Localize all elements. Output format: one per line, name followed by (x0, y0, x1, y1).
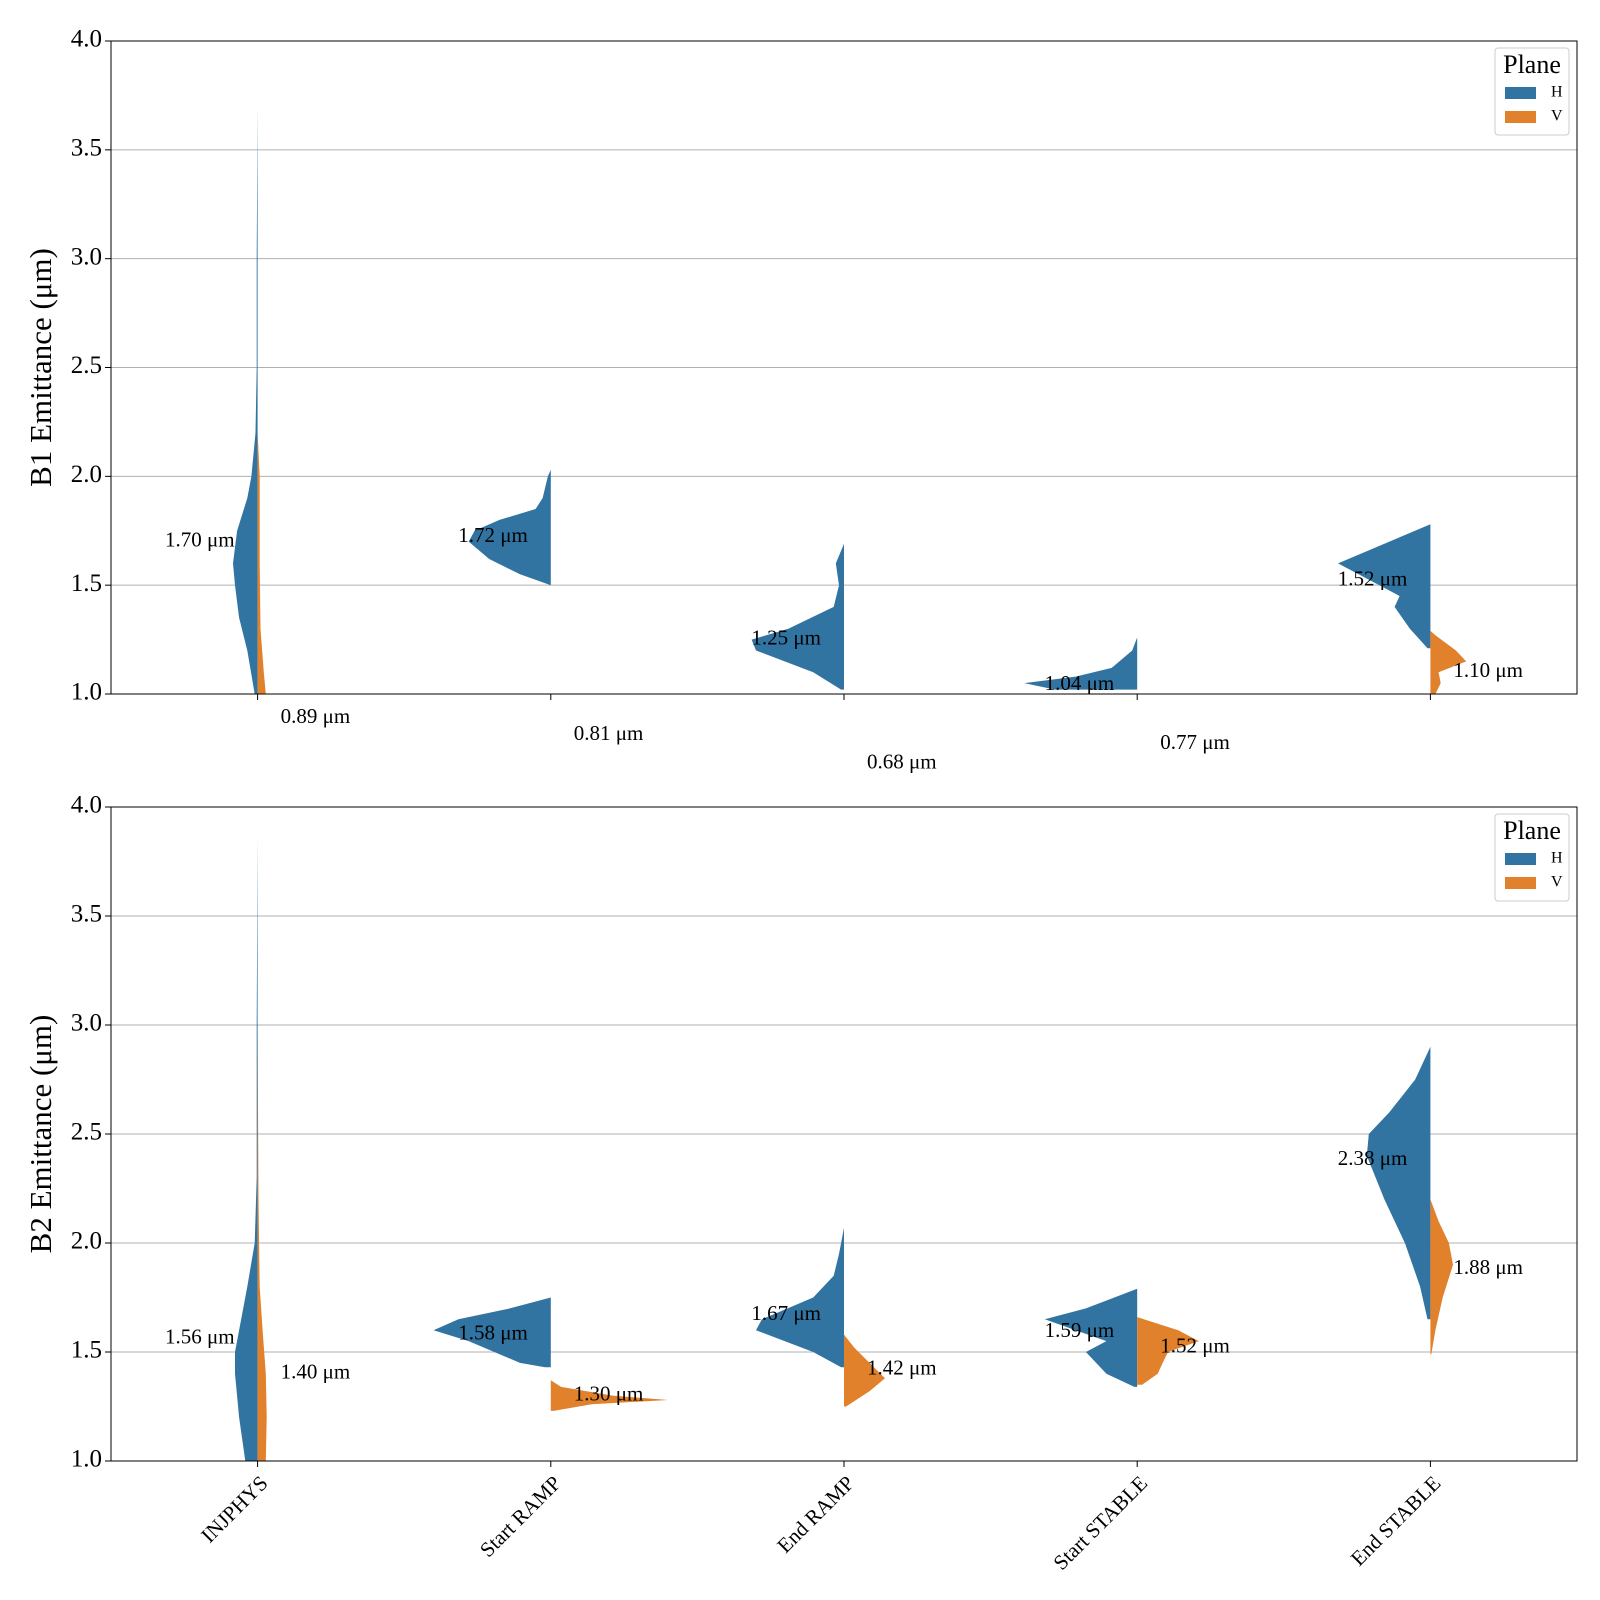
legend-label: H (1551, 84, 1563, 101)
value-label: 1.56 μm (165, 1325, 235, 1349)
legend-title: Plane (1503, 50, 1561, 79)
value-label: 1.10 μm (1453, 658, 1523, 682)
legend-swatch (1505, 111, 1536, 123)
value-label: 1.72 μm (458, 523, 528, 547)
violin (1137, 1317, 1199, 1385)
value-label: 1.88 μm (1453, 1255, 1523, 1279)
violin (1044, 1288, 1138, 1387)
axes-frame (110, 40, 1578, 695)
value-label: 1.40 μm (281, 1360, 351, 1384)
violin (550, 1380, 669, 1411)
y-tick-label: 3.0 (71, 1010, 102, 1037)
value-label: 1.67 μm (751, 1301, 821, 1325)
violin (1430, 630, 1467, 694)
violin (756, 1227, 844, 1368)
y-tick-label: 1.0 (71, 1446, 102, 1473)
value-label: 1.59 μm (1045, 1318, 1115, 1342)
legend-swatch (1505, 853, 1536, 865)
legend-label: V (1551, 108, 1563, 125)
x-tick-label: Start STABLE (1048, 1471, 1152, 1575)
violins (235, 835, 1453, 1461)
value-label: 0.77 μm (1160, 730, 1230, 754)
violin (468, 469, 551, 586)
value-label: 1.70 μm (165, 527, 235, 551)
violin (1430, 1199, 1453, 1355)
legend-swatch (1505, 87, 1536, 99)
violin (433, 1297, 551, 1368)
y-axis-label: B1 Emittance (μm) (23, 248, 58, 487)
violin (257, 1025, 267, 1461)
y-tick-label: 2.5 (71, 352, 102, 379)
value-label: 1.04 μm (1045, 671, 1115, 695)
axes-frame (110, 806, 1578, 1462)
value-label: 1.30 μm (574, 1381, 644, 1405)
value-label: 0.68 μm (867, 749, 937, 773)
y-tick-label: 3.5 (71, 135, 102, 162)
x-tick-label: Start RAMP (475, 1471, 566, 1562)
panel: 1.0 1.5 2.0 2.5 3.0 3.5 4.0 1.70 μm 1.72 μm 1.25 … (23, 26, 1578, 773)
legend-title: Plane (1503, 816, 1561, 845)
value-label: 1.52 μm (1160, 1333, 1230, 1357)
y-tick-label: 1.5 (71, 1337, 102, 1364)
value-label: 0.81 μm (574, 721, 644, 745)
y-tick-label: 2.0 (71, 461, 102, 488)
violin (1024, 637, 1138, 690)
y-tick-label: 3.5 (71, 901, 102, 928)
legend-label: H (1551, 850, 1563, 867)
x-tick-label: End RAMP (772, 1471, 859, 1558)
y-tick-label: 1.5 (71, 570, 102, 597)
value-label: 2.38 μm (1338, 1146, 1408, 1170)
violin (1366, 1046, 1431, 1320)
y-tick-label: 3.0 (71, 243, 102, 270)
violin (235, 835, 258, 1461)
legend-swatch (1505, 877, 1536, 889)
y-tick-label: 2.0 (71, 1228, 102, 1255)
violin (257, 432, 266, 694)
y-tick-label: 4.0 (71, 26, 102, 53)
violin (233, 106, 258, 694)
x-tick-label: End STABLE (1346, 1471, 1446, 1571)
legend-label: V (1551, 874, 1563, 891)
y-axis-label: B2 Emittance (μm) (23, 1015, 58, 1254)
value-label: 0.89 μm (281, 704, 351, 728)
value-label: 1.25 μm (751, 625, 821, 649)
value-label: 1.42 μm (867, 1355, 937, 1379)
violin (1338, 524, 1431, 649)
violins (233, 106, 1467, 694)
y-tick-label: 4.0 (71, 792, 102, 819)
y-tick-label: 2.5 (71, 1119, 102, 1146)
value-label: 1.52 μm (1338, 567, 1408, 591)
y-tick-label: 1.0 (71, 679, 102, 706)
panel: 1.0 1.5 2.0 2.5 3.0 3.5 4.0 1.56 μm 1.58 μm 1.67 … (23, 792, 1578, 1575)
violin (844, 1334, 885, 1407)
violin (751, 543, 844, 690)
value-label: 1.58 μm (458, 1320, 528, 1344)
x-tick-label: INJPHYS (196, 1471, 272, 1547)
